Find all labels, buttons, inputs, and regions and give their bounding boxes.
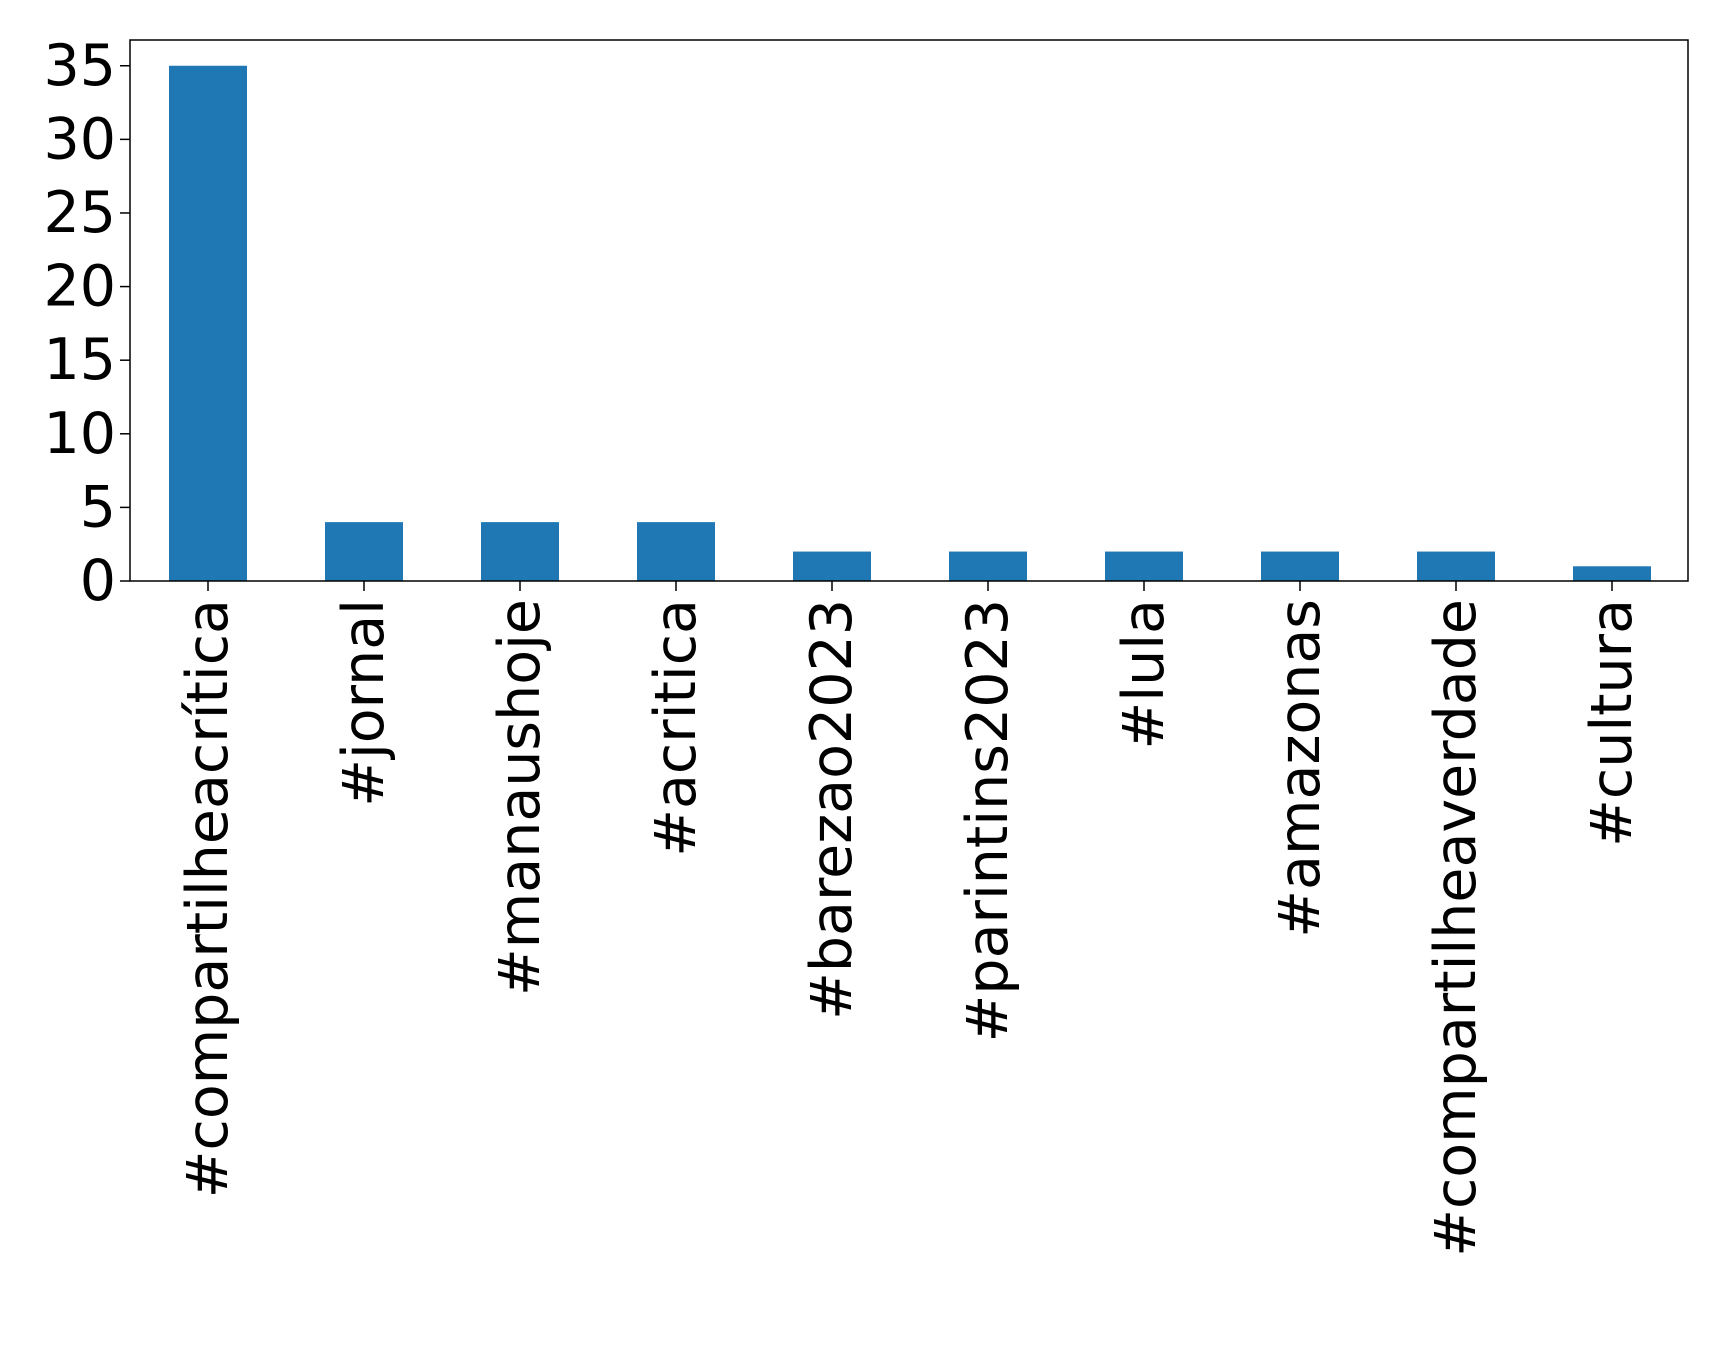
x-tick-label: #acritica [643,599,709,857]
y-tick-label: 0 [80,548,116,614]
y-axis: 0 5 10 15 20 25 30 35 [43,33,130,614]
y-tick-label: 30 [43,106,116,172]
y-tick-label: 25 [43,180,116,246]
x-tick-label: #jornal [331,599,397,807]
x-tick-label: #compartilheacrítica [175,599,241,1198]
bar-lula [1105,551,1183,581]
y-tick-label: 15 [43,327,116,393]
x-tick-label: #amazonas [1267,599,1333,938]
bar-barezao2023 [793,551,871,581]
bar-parintins2023 [949,551,1027,581]
x-tick-label: #lula [1111,599,1177,750]
y-tick-label: 5 [80,474,116,540]
y-tick-label: 10 [43,401,116,467]
x-tick-label: #manaushoje [487,599,553,996]
bar-acritica [637,522,715,581]
x-axis: #compartilheacrítica #jornal #manaushoje #a… [175,581,1645,1257]
bars-layer [169,65,1651,581]
plot-frame [129,39,1689,582]
x-tick-label: #barezao2023 [799,599,865,1020]
bar-cultura [1573,566,1651,581]
bar-jornal [325,522,403,581]
x-tick-label: #cultura [1579,599,1645,847]
x-tick-label: #parintins2023 [955,599,1021,1042]
x-tick-label: #compartilheaverdade [1423,599,1489,1257]
bar-compartilheaverdade [1417,551,1495,581]
bar-compartilheacrítica [169,65,247,581]
bar-manaushoje [481,522,559,581]
y-tick-label: 35 [43,33,116,99]
bar-amazonas [1261,551,1339,581]
y-tick-label: 20 [43,254,116,320]
